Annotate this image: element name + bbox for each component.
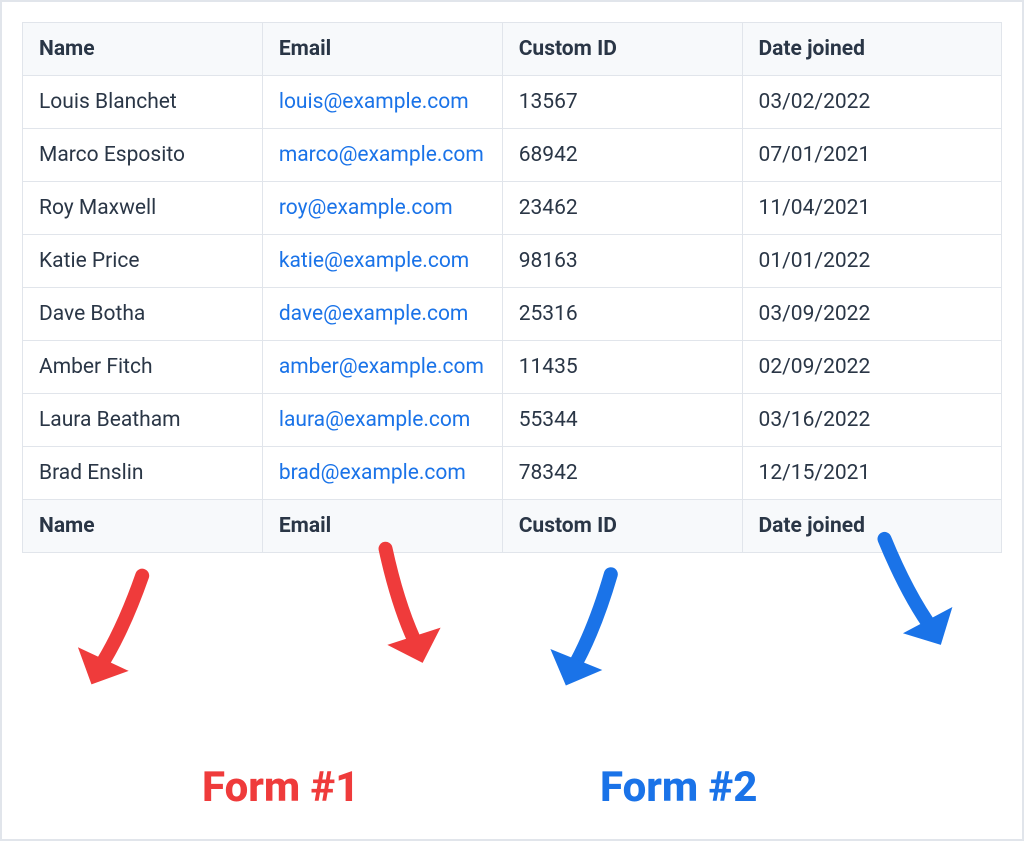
cell-custom-id: 11435: [502, 341, 742, 394]
email-link[interactable]: roy@example.com: [279, 196, 453, 220]
email-link[interactable]: marco@example.com: [279, 143, 484, 167]
table-header-row: Name Email Custom ID Date joined: [23, 23, 1002, 76]
data-table: Name Email Custom ID Date joined Louis B…: [22, 22, 1002, 553]
column-header-date-joined: Date joined: [742, 23, 1001, 76]
cell-custom-id: 23462: [502, 182, 742, 235]
cell-name: Roy Maxwell: [23, 182, 263, 235]
table-row: Louis Blanchet louis@example.com 1356703/0…: [23, 76, 1002, 129]
email-link[interactable]: laura@example.com: [279, 408, 470, 432]
cell-email: laura@example.com: [262, 394, 502, 447]
email-link[interactable]: louis@example.com: [279, 90, 469, 114]
cell-date-joined: 12/15/2021: [742, 447, 1001, 500]
annotation-arrow-form1-1: [357, 539, 452, 675]
column-header-name: Name: [23, 23, 263, 76]
cell-custom-id: 55344: [502, 394, 742, 447]
email-link[interactable]: katie@example.com: [279, 249, 469, 273]
email-link[interactable]: amber@example.com: [279, 355, 484, 379]
cell-name: Amber Fitch: [23, 341, 263, 394]
email-link[interactable]: brad@example.com: [279, 461, 466, 485]
table-row: Brad Enslin brad@example.com 7834212/15/20…: [23, 447, 1002, 500]
cell-name: Dave Botha: [23, 288, 263, 341]
annotation-arrow-form1-0: [63, 563, 170, 701]
table-row: Laura Beatham laura@example.com 5534403/16…: [23, 394, 1002, 447]
cell-email: brad@example.com: [262, 447, 502, 500]
cell-date-joined: 03/09/2022: [742, 288, 1001, 341]
annotation-label-form1: Form #1: [202, 763, 359, 812]
cell-email: louis@example.com: [262, 76, 502, 129]
column-header-custom-id: Custom ID: [502, 23, 742, 76]
cell-name: Brad Enslin: [23, 447, 263, 500]
table-row: Marco Esposito marco@example.com 6894207/0…: [23, 129, 1002, 182]
email-link[interactable]: dave@example.com: [279, 302, 469, 326]
cell-email: roy@example.com: [262, 182, 502, 235]
cell-custom-id: 98163: [502, 235, 742, 288]
annotation-label-form2: Form #2: [600, 763, 757, 812]
cell-date-joined: 02/09/2022: [742, 341, 1001, 394]
cell-custom-id: 68942: [502, 129, 742, 182]
cell-date-joined: 01/01/2022: [742, 235, 1001, 288]
cell-name: Marco Esposito: [23, 129, 263, 182]
cell-date-joined: 07/01/2021: [742, 129, 1001, 182]
table-row: Katie Price katie@example.com 9816301/01/2…: [23, 235, 1002, 288]
table-row: Dave Botha dave@example.com 2531603/09/202…: [23, 288, 1002, 341]
footer-header-custom-id: Custom ID: [502, 500, 742, 553]
cell-email: dave@example.com: [262, 288, 502, 341]
column-header-email: Email: [262, 23, 502, 76]
cell-date-joined: 03/16/2022: [742, 394, 1001, 447]
table-row: Roy Maxwell roy@example.com 2346211/04/202…: [23, 182, 1002, 235]
table-footer-row: Name Email Custom ID Date joined: [23, 500, 1002, 553]
cell-date-joined: 03/02/2022: [742, 76, 1001, 129]
cell-custom-id: 78342: [502, 447, 742, 500]
cell-name: Katie Price: [23, 235, 263, 288]
annotation-layer: Form #1 Form #2: [22, 553, 1002, 833]
cell-custom-id: 13567: [502, 76, 742, 129]
cell-name: Louis Blanchet: [23, 76, 263, 129]
cell-name: Laura Beatham: [23, 394, 263, 447]
cell-email: amber@example.com: [262, 341, 502, 394]
cell-email: katie@example.com: [262, 235, 502, 288]
cell-custom-id: 25316: [502, 288, 742, 341]
cell-email: marco@example.com: [262, 129, 502, 182]
footer-header-name: Name: [23, 500, 263, 553]
screenshot-frame: Name Email Custom ID Date joined Louis B…: [0, 0, 1024, 841]
table-row: Amber Fitch amber@example.com 1143502/09/2…: [23, 341, 1002, 394]
annotation-arrow-form2-0: [537, 563, 639, 700]
cell-date-joined: 11/04/2021: [742, 182, 1001, 235]
